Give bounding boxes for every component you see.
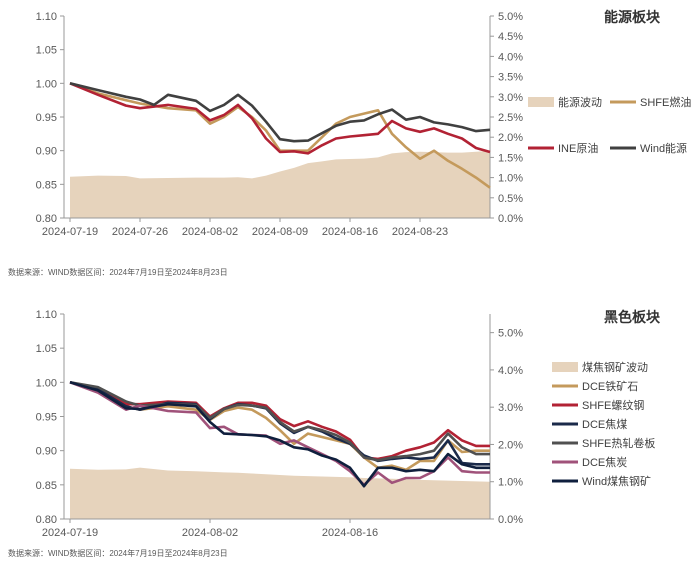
source-note: 数据来源：WIND数据区间：2024年7月19日至2024年8月23日 [8, 548, 228, 558]
y2-tick-label: 2.5% [498, 112, 523, 124]
x-tick-label: 2024-08-16 [322, 527, 378, 539]
series-line [69, 381, 490, 487]
chart-1: 0.80 0.85 0.90 0.95 1.00 1.05 1.10 0.0% 0.5% 1.0%… [8, 9, 691, 277]
y2-tick-label: 3.0% [498, 92, 523, 104]
y-tick-label: 0.90 [36, 146, 57, 158]
legend-label: INE原油 [558, 141, 598, 155]
legend-label: 煤焦钢矿波动 [582, 361, 648, 374]
y2-tick-label: 2.0% [498, 439, 523, 451]
legend-label: SHFE燃油 [640, 95, 691, 109]
x-tick-label: 2024-08-09 [252, 226, 308, 238]
legend-label: SHFE热轧卷板 [582, 436, 655, 450]
y-tick-label: 1.10 [36, 309, 57, 321]
y-tick-label: 0.95 [36, 112, 57, 124]
y2-tick-label: 1.5% [498, 152, 523, 164]
y2-tick-label: 5.0% [498, 11, 523, 23]
legend-label: DCE铁矿石 [582, 380, 638, 393]
x-tick-label: 2024-08-23 [392, 226, 448, 238]
y2-tick-label: 4.5% [498, 31, 523, 43]
y-tick-label: 0.85 [36, 179, 57, 191]
area-volatility [70, 150, 490, 218]
y2-tick-label: 1.0% [498, 477, 523, 489]
y-tick-label: 1.00 [36, 78, 57, 90]
source-note: 数据来源：WIND数据区间：2024年7月19日至2024年8月23日 [8, 267, 228, 277]
x-tick-label: 2024-07-19 [42, 527, 98, 539]
chart-title: 黑色板块 [604, 309, 661, 325]
legend-label: DCE焦煤 [582, 418, 627, 431]
x-tick-label: 2024-07-19 [42, 226, 98, 238]
series-line [69, 82, 491, 189]
legend-label: Wind煤焦钢矿 [582, 475, 651, 488]
legend-label: DCE焦炭 [582, 456, 627, 469]
y-tick-label: 1.05 [36, 45, 57, 57]
chart-title: 能源板块 [604, 9, 661, 25]
chart-2: 0.80 0.85 0.90 0.95 1.00 1.05 1.10 0.0% 1.0% 2.0%… [8, 309, 661, 558]
series-line [69, 381, 490, 472]
y-tick-label: 1.00 [36, 377, 57, 389]
y-tick-label: 0.85 [36, 480, 57, 492]
y2-tick-label: 2.0% [498, 132, 523, 144]
series-line [69, 381, 490, 461]
x-tick-label: 2024-08-02 [182, 226, 238, 238]
y2-tick-label: 3.5% [498, 72, 523, 84]
x-tick-label: 2024-08-02 [182, 527, 238, 539]
y2-tick-label: 0.5% [498, 193, 523, 205]
y-tick-label: 1.10 [36, 11, 57, 23]
y2-tick-label: 4.0% [498, 51, 523, 63]
series-line [69, 82, 491, 155]
y2-tick-label: 0.0% [498, 514, 523, 526]
legend: 能源波动 SHFE燃油 INE原油 Wind能源 [528, 95, 691, 155]
y-tick-label: 0.95 [36, 412, 57, 424]
y2-tick-label: 4.0% [498, 365, 523, 377]
y-tick-label: 0.80 [36, 213, 57, 225]
legend-label: Wind能源 [640, 141, 687, 155]
y-tick-label: 0.90 [36, 446, 57, 458]
y2-tick-label: 3.0% [498, 402, 523, 414]
area-volatility [70, 467, 490, 519]
legend-label: 能源波动 [558, 95, 602, 109]
series-line [69, 82, 491, 143]
series-line [69, 381, 490, 462]
legend-swatch [552, 362, 578, 372]
legend: 煤焦钢矿波动 DCE铁矿石 SHFE螺纹钢 DCE焦煤 SHFE热轧卷板 DCE焦炭 Win… [552, 361, 655, 488]
y2-tick-label: 1.0% [498, 173, 523, 185]
x-tick-label: 2024-08-16 [322, 226, 378, 238]
y-tick-label: 0.80 [36, 514, 57, 526]
series-line [69, 381, 490, 488]
y-tick-label: 1.05 [36, 343, 57, 355]
y2-tick-label: 0.0% [498, 213, 523, 225]
legend-label: SHFE螺纹钢 [582, 398, 644, 412]
x-tick-label: 2024-07-26 [112, 226, 168, 238]
y2-tick-label: 5.0% [498, 328, 523, 340]
legend-swatch [528, 97, 554, 107]
